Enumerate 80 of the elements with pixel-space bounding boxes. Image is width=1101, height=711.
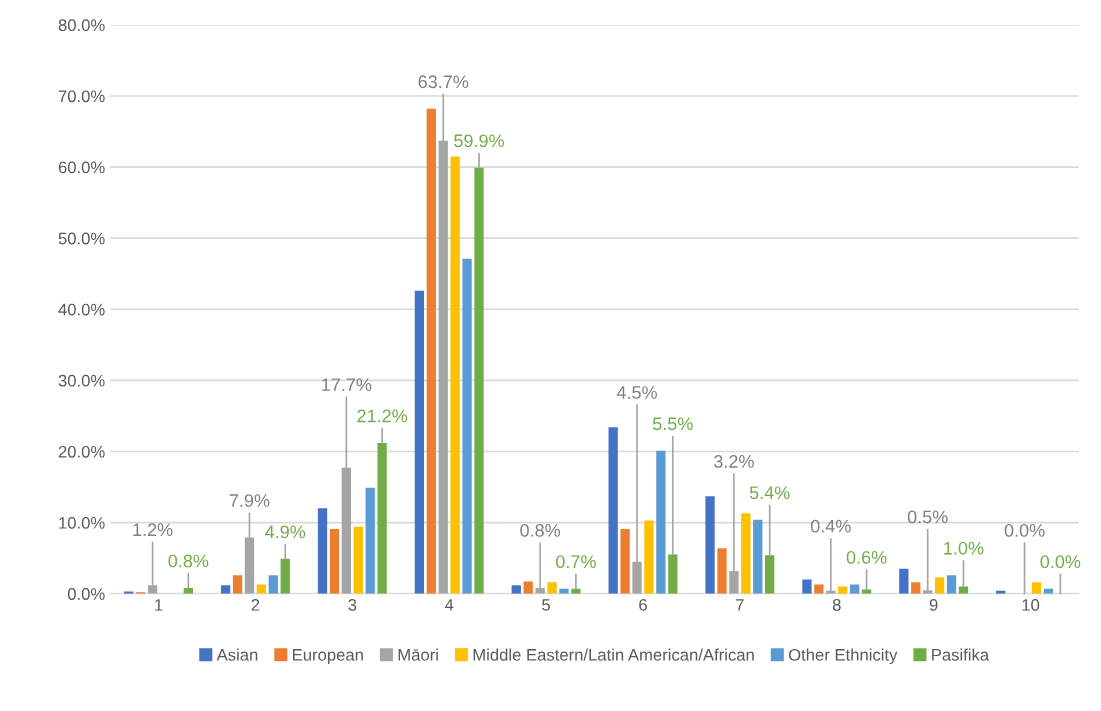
bar	[450, 156, 460, 594]
bar	[426, 108, 436, 594]
y-tick-label: 40.0%	[58, 303, 105, 316]
bar	[608, 427, 618, 594]
bar	[850, 584, 860, 594]
x-tick-label: 1	[155, 599, 163, 611]
bar	[547, 582, 557, 594]
bar	[462, 258, 472, 594]
bar	[329, 528, 340, 594]
y-tick-label: 70.0%	[58, 90, 105, 103]
y-tick-label: 30.0%	[58, 374, 105, 387]
data-label: 1.0%	[944, 541, 984, 555]
legend-label: European	[293, 649, 363, 665]
bar	[644, 520, 654, 594]
x-tick-label: 6	[639, 598, 647, 611]
x-tick-label: 3	[348, 598, 357, 611]
bar	[753, 519, 763, 594]
bar	[232, 575, 243, 594]
data-label: 63.7%	[418, 75, 469, 89]
y-tick-label: 20.0%	[58, 445, 105, 458]
bar	[414, 290, 425, 594]
legend-label: Other Ethnicity	[788, 648, 898, 665]
bar	[220, 585, 231, 594]
bar	[668, 554, 678, 594]
legend-label: Pasifika	[932, 648, 990, 661]
bar	[899, 568, 909, 594]
data-label: 3.2%	[714, 455, 754, 468]
data-label: 17.7%	[322, 378, 372, 391]
x-tick-label: 4	[444, 599, 454, 611]
bar	[317, 508, 328, 594]
data-label: 0.4%	[810, 519, 851, 533]
bar	[268, 575, 278, 594]
x-tick-label: 2	[251, 598, 260, 611]
y-tick-label: 10.0%	[59, 516, 105, 529]
bar	[717, 548, 727, 594]
bar	[280, 558, 290, 594]
bar	[765, 555, 775, 594]
x-tick-label: 5	[542, 599, 551, 611]
data-label: 0.8%	[168, 554, 209, 568]
bar	[741, 513, 751, 594]
data-label: 0.5%	[907, 510, 948, 524]
bar	[911, 582, 921, 594]
x-tick-label: 10	[1022, 598, 1040, 611]
x-tick-label: 8	[832, 598, 841, 611]
bar	[814, 584, 824, 594]
bar	[377, 442, 387, 594]
data-label: 59.9%	[454, 134, 504, 148]
y-tick-label: 50.0%	[58, 232, 105, 245]
bar	[256, 584, 267, 594]
data-label: 0.7%	[556, 555, 596, 569]
y-tick-label: 0.0%	[67, 588, 105, 600]
legend-label: Middle Eastern/Latin American/African	[473, 648, 754, 661]
data-label: 5.4%	[749, 486, 790, 500]
data-label: 0.6%	[846, 551, 887, 564]
bar	[946, 575, 957, 594]
bar	[934, 577, 945, 594]
bar	[705, 496, 715, 594]
data-label: 4.5%	[616, 386, 657, 399]
legend-label: Māori	[398, 648, 438, 661]
bar	[620, 528, 630, 594]
bar	[656, 450, 666, 594]
data-label: 7.9%	[229, 494, 270, 507]
legend-label: Asian	[216, 648, 258, 661]
x-tick-label: 7	[736, 599, 744, 611]
data-label: 5.5%	[652, 417, 693, 431]
y-tick-label: 80.0%	[58, 19, 105, 32]
bar	[511, 585, 521, 594]
bar	[474, 167, 484, 594]
data-label: 4.9%	[265, 525, 306, 539]
data-label: 21.2%	[357, 409, 408, 423]
bar	[365, 487, 375, 594]
data-label: 0.0%	[1040, 555, 1081, 569]
data-label: 0.0%	[1004, 524, 1045, 537]
bar	[1031, 582, 1042, 594]
data-label: 0.8%	[520, 524, 561, 537]
bar	[802, 579, 812, 594]
x-tick-label: 9	[929, 598, 938, 611]
data-label: 1.2%	[133, 523, 173, 537]
y-tick-label: 60.0%	[58, 161, 105, 174]
bar	[353, 526, 363, 594]
